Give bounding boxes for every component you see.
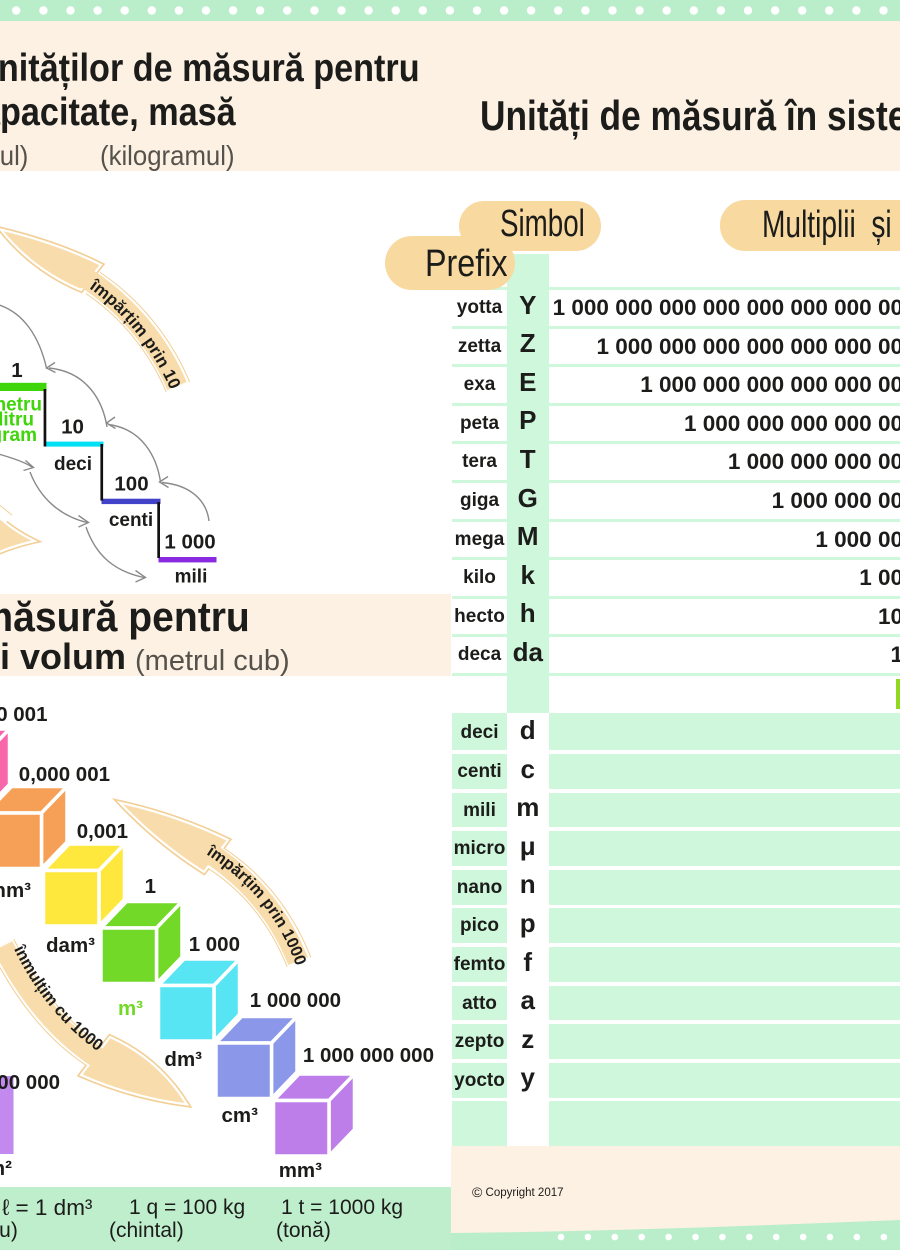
svg-text:0,001: 0,001	[77, 820, 128, 843]
svg-text:gram: gram	[0, 425, 37, 446]
svg-text:m³: m³	[118, 997, 143, 1020]
svg-text:centi: centi	[109, 510, 153, 531]
svg-text:mm³: mm³	[279, 1159, 322, 1182]
svg-text:1 000: 1 000	[164, 531, 215, 554]
svg-text:0,000 001: 0,000 001	[19, 763, 110, 786]
svg-text:1 000: 1 000	[189, 933, 240, 956]
svg-text:1 000 000 000: 1 000 000 000	[303, 1044, 434, 1067]
svg-text:0,000 000 001: 0,000 000 001	[0, 703, 48, 726]
svg-text:1 000 000: 1 000 000	[250, 989, 341, 1012]
svg-text:litru: litru	[0, 410, 34, 431]
svg-text:km²: km²	[0, 1157, 12, 1180]
svg-text:împărțim prin 10: împărțim prin 10	[86, 275, 184, 392]
svg-text:dam³: dam³	[46, 934, 95, 957]
svg-text:1: 1	[145, 875, 156, 898]
svg-text:1: 1	[11, 359, 22, 382]
svg-text:1 000 000: 1 000 000	[0, 1071, 60, 1094]
svg-text:10: 10	[61, 416, 84, 439]
svg-text:100: 100	[114, 473, 148, 496]
svg-text:deci: deci	[54, 454, 92, 475]
svg-text:hm³: hm³	[0, 879, 31, 902]
svg-text:dm³: dm³	[164, 1048, 202, 1071]
svg-text:metru: metru	[0, 395, 42, 416]
svg-text:cm³: cm³	[222, 1104, 259, 1127]
svg-text:mili: mili	[175, 567, 208, 588]
